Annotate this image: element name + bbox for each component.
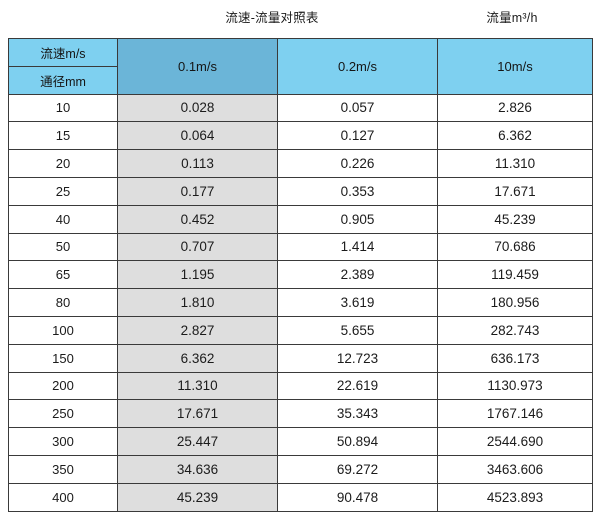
unit-title: 流量m³/h <box>486 11 538 25</box>
header-row-top: 流速m/s 0.1m/s 0.2m/s 10m/s <box>8 38 593 95</box>
cell-flow-10ms: 4523.893 <box>437 482 593 512</box>
table-row: 200 11.310 22.619 1130.973 <box>8 371 593 401</box>
cell-nominal-diameter: 200 <box>8 371 118 401</box>
table-row: 350 34.636 69.272 3463.606 <box>8 454 593 484</box>
cell-nominal-diameter: 15 <box>8 121 118 151</box>
table-row: 80 1.810 3.619 180.956 <box>8 288 593 317</box>
cell-flow-0-2ms: 5.655 <box>277 315 438 345</box>
cell-nominal-diameter: 150 <box>8 343 118 373</box>
cell-flow-0-1ms: 0.177 <box>117 176 278 206</box>
table-row: 15 0.064 0.127 6.362 <box>8 121 593 151</box>
cell-flow-0-2ms: 0.905 <box>277 204 438 234</box>
table-row: 400 45.239 90.478 4523.893 <box>8 482 593 512</box>
cell-flow-10ms: 119.459 <box>437 260 593 290</box>
cell-flow-10ms: 2544.690 <box>437 427 593 456</box>
column-header-1: 0.2m/s <box>277 38 438 95</box>
cell-flow-0-2ms: 0.226 <box>277 149 438 178</box>
cell-flow-0-1ms: 6.362 <box>117 343 278 373</box>
table-row: 50 0.707 1.414 70.686 <box>8 232 593 262</box>
main-title: 流速-流量对照表 <box>225 11 319 25</box>
table-body: 10 0.028 0.057 2.826 15 0.064 0.127 6.362 20 0.11… <box>8 93 593 512</box>
cell-flow-10ms: 180.956 <box>437 288 593 317</box>
table-row: 40 0.452 0.905 45.239 <box>8 204 593 234</box>
cell-flow-0-1ms: 0.452 <box>117 204 278 234</box>
table-row: 100 2.827 5.655 282.743 <box>8 315 593 345</box>
cell-nominal-diameter: 100 <box>8 315 118 345</box>
cell-flow-0-1ms: 1.810 <box>117 288 278 317</box>
cell-flow-0-1ms: 45.239 <box>117 482 278 512</box>
cell-flow-0-2ms: 0.127 <box>277 121 438 151</box>
cell-flow-0-1ms: 0.707 <box>117 232 278 262</box>
header-row-bottom: 通径mm <box>8 65 593 95</box>
cell-nominal-diameter: 350 <box>8 454 118 484</box>
cell-flow-0-1ms: 17.671 <box>117 399 278 429</box>
table-row: 300 25.447 50.894 2544.690 <box>8 427 593 456</box>
cell-flow-10ms: 45.239 <box>437 204 593 234</box>
cell-flow-0-1ms: 11.310 <box>117 371 278 401</box>
table-row: 25 0.177 0.353 17.671 <box>8 176 593 206</box>
cell-flow-0-1ms: 2.827 <box>117 315 278 345</box>
table-header: 流速m/s 0.1m/s 0.2m/s 10m/s 通径mm <box>8 38 593 95</box>
table-row: 10 0.028 0.057 2.826 <box>8 93 593 123</box>
cell-flow-0-1ms: 34.636 <box>117 454 278 484</box>
cell-flow-10ms: 11.310 <box>437 149 593 178</box>
cell-flow-0-2ms: 0.057 <box>277 93 438 123</box>
column-header-2: 10m/s <box>437 38 593 95</box>
cell-flow-10ms: 6.362 <box>437 121 593 151</box>
cell-flow-0-2ms: 12.723 <box>277 343 438 373</box>
corner-header-diameter: 通径mm <box>8 65 118 95</box>
cell-flow-0-2ms: 0.353 <box>277 176 438 206</box>
cell-flow-0-1ms: 25.447 <box>117 427 278 456</box>
cell-flow-0-1ms: 1.195 <box>117 260 278 290</box>
table-row: 250 17.671 35.343 1767.146 <box>8 399 593 429</box>
cell-flow-0-2ms: 3.619 <box>277 288 438 317</box>
cell-flow-10ms: 1130.973 <box>437 371 593 401</box>
cell-nominal-diameter: 300 <box>8 427 118 456</box>
cell-flow-0-1ms: 0.113 <box>117 149 278 178</box>
cell-flow-10ms: 1767.146 <box>437 399 593 429</box>
cell-flow-0-2ms: 35.343 <box>277 399 438 429</box>
page-root: 流速-流量对照表 流量m³/h 流速m/s 0.1m/s 0.2m/s 10m/… <box>0 4 600 512</box>
cell-nominal-diameter: 20 <box>8 149 118 178</box>
cell-nominal-diameter: 400 <box>8 482 118 512</box>
cell-nominal-diameter: 250 <box>8 399 118 429</box>
cell-nominal-diameter: 10 <box>8 93 118 123</box>
column-header-0: 0.1m/s <box>117 38 278 95</box>
cell-flow-0-2ms: 90.478 <box>277 482 438 512</box>
cell-flow-10ms: 17.671 <box>437 176 593 206</box>
cell-flow-10ms: 3463.606 <box>437 454 593 484</box>
table-row: 150 6.362 12.723 636.173 <box>8 343 593 373</box>
cell-flow-0-2ms: 50.894 <box>277 427 438 456</box>
flow-rate-table: 流速m/s 0.1m/s 0.2m/s 10m/s 通径mm 10 0.028 0.… <box>8 38 593 512</box>
cell-nominal-diameter: 25 <box>8 176 118 206</box>
cell-flow-10ms: 282.743 <box>437 315 593 345</box>
cell-nominal-diameter: 80 <box>8 288 118 317</box>
cell-flow-10ms: 70.686 <box>437 232 593 262</box>
cell-flow-0-2ms: 69.272 <box>277 454 438 484</box>
cell-flow-10ms: 2.826 <box>437 93 593 123</box>
caption-row: 流速-流量对照表 流量m³/h <box>0 4 600 30</box>
cell-flow-0-1ms: 0.028 <box>117 93 278 123</box>
cell-flow-0-2ms: 1.414 <box>277 232 438 262</box>
cell-nominal-diameter: 50 <box>8 232 118 262</box>
corner-header-velocity: 流速m/s <box>8 38 118 67</box>
cell-nominal-diameter: 40 <box>8 204 118 234</box>
table-row: 65 1.195 2.389 119.459 <box>8 260 593 290</box>
cell-flow-0-2ms: 22.619 <box>277 371 438 401</box>
table-row: 20 0.113 0.226 11.310 <box>8 149 593 178</box>
flow-table-container: 流速m/s 0.1m/s 0.2m/s 10m/s 通径mm 10 0.028 0.… <box>8 38 593 512</box>
cell-flow-0-1ms: 0.064 <box>117 121 278 151</box>
cell-flow-10ms: 636.173 <box>437 343 593 373</box>
cell-nominal-diameter: 65 <box>8 260 118 290</box>
cell-flow-0-2ms: 2.389 <box>277 260 438 290</box>
